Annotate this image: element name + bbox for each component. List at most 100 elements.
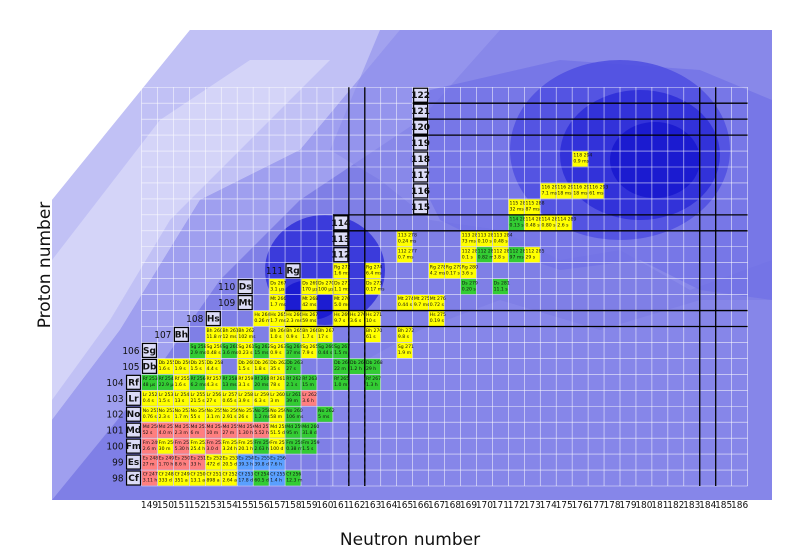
isotope-half-life: 2.3 ms <box>286 318 302 324</box>
isotope-cell <box>301 295 317 311</box>
isotope-half-life: 20.5 d <box>222 462 237 468</box>
element-symbol-box <box>141 342 158 359</box>
isotope-half-life: 0.19 s <box>430 318 445 324</box>
isotope-label: Bh 261 <box>222 328 238 334</box>
isotope-label: Mt 274 <box>398 296 414 302</box>
isotope-half-life: 29 h <box>366 366 376 372</box>
isotope-half-life: 1.5 s <box>191 366 203 372</box>
isotope-label: 112 284 <box>510 248 529 254</box>
isotope-label: Rf 261 <box>270 376 285 382</box>
isotope-label: 115 287 <box>510 201 529 207</box>
isotope-label: Bh 265 <box>286 328 302 334</box>
isotope-label: No 255 <box>207 408 224 414</box>
isotope-half-life: 3.11 h <box>143 478 158 484</box>
isotope-half-life: 59 ms <box>302 318 317 324</box>
isotope-label: Md 260 <box>302 424 319 430</box>
isotope-cell <box>221 454 237 470</box>
isotope-label: Mt 276 <box>430 296 446 302</box>
isotope-cell <box>221 438 237 454</box>
isotope-cell <box>189 422 205 438</box>
isotope-half-life: 0.20 s <box>462 286 477 292</box>
isotope-label: Cf 250 <box>191 472 206 478</box>
isotope-half-life: 3.6 h <box>302 398 314 404</box>
isotope-label: Lr 258 <box>238 392 253 398</box>
isotope-label: Bh 267 <box>318 328 334 334</box>
white-corner <box>52 30 190 200</box>
isotope-half-life: 10 s <box>366 318 376 324</box>
isotope-label: Cf 253 <box>238 472 253 478</box>
isotope-cell <box>333 358 349 374</box>
isotope-cell <box>189 374 205 390</box>
isotope-cell <box>141 406 158 422</box>
contour-light-2 <box>52 60 330 400</box>
isotope-cell <box>141 422 158 438</box>
isotope-cell <box>397 342 413 358</box>
isotope-label: 116 291 <box>557 185 576 191</box>
isotope-half-life: 5.0 ms <box>334 302 350 308</box>
isotope-cell <box>221 374 237 390</box>
isotope-label: Rg 279 <box>446 264 462 270</box>
proton-number-tick: 103 <box>106 394 123 405</box>
isotope-cell <box>333 263 349 279</box>
element-symbol: 114 <box>331 219 350 229</box>
isotope-half-life: 1.5 m <box>334 350 348 356</box>
isotope-label: 114 286 <box>510 216 529 222</box>
isotope-label: Rf 254 <box>159 376 174 382</box>
x-tick-label: 152 <box>189 500 206 511</box>
isotope-half-life: 6 m <box>191 430 200 436</box>
isotope-cell <box>572 183 588 199</box>
element-symbol: 117 <box>411 171 430 181</box>
element-symbol: Hs <box>207 315 220 325</box>
isotope-cell <box>285 406 301 422</box>
isotope-cell <box>205 438 221 454</box>
isotope-half-life: 0.4 s <box>143 398 155 404</box>
x-tick-label: 180 <box>635 500 652 511</box>
isotope-half-life: 3.9 s <box>238 398 250 404</box>
isotope-cell <box>253 310 269 327</box>
isotope-label: Ds 267 <box>270 280 286 286</box>
isotope-label: No 259 <box>270 408 287 414</box>
isotope-cell <box>444 263 461 279</box>
isotope-cell <box>269 358 285 374</box>
isotope-label: Mt 275 <box>414 296 430 302</box>
isotope-cell <box>157 406 173 422</box>
isotope-cell <box>365 358 381 374</box>
isotope-label: Cf 249 <box>175 472 190 478</box>
isotope-label: Fm 255 <box>238 440 255 446</box>
isotope-cell <box>333 279 349 295</box>
isotope-cell <box>173 438 189 454</box>
x-tick-label: 160 <box>316 500 333 511</box>
isotope-label: Ds 271 <box>334 280 350 286</box>
isotope-cell <box>253 470 269 486</box>
isotope-half-life: 3.1 μs <box>270 286 285 292</box>
isotope-label: Fm 249 <box>143 440 160 446</box>
element-symbol-box <box>237 295 253 311</box>
isotope-cell <box>285 326 301 343</box>
isotope-label: Cf 251 <box>207 472 222 478</box>
isotope-half-life: 2.63 h <box>254 446 269 452</box>
isotope-cell <box>349 358 365 374</box>
isotope-cell <box>237 422 253 438</box>
isotope-label: Db 260 <box>238 360 255 366</box>
x-tick-label: 179 <box>619 500 636 511</box>
isotope-half-life: 0.1 s <box>462 254 474 260</box>
isotope-label: Rf 258 <box>222 376 237 382</box>
isotope-half-life: 29 s <box>526 254 536 260</box>
x-tick-label: 168 <box>444 500 461 511</box>
isotope-half-life: 1.0 m <box>334 382 348 388</box>
isotope-cell <box>269 422 285 438</box>
x-tick-label: 173 <box>524 500 541 511</box>
x-tick-label: 157 <box>268 500 285 511</box>
isotope-cell <box>173 390 189 406</box>
proton-number-tick: 100 <box>106 442 123 453</box>
isotope-cell <box>588 183 604 199</box>
isotope-half-life: 22 m <box>334 366 346 372</box>
isotope-half-life: 3.1 s <box>238 382 250 388</box>
isotope-cell <box>317 406 333 422</box>
isotope-label: Sg 259 <box>207 344 223 350</box>
x-tick-label: 166 <box>412 500 429 511</box>
element-symbol: Db <box>143 362 157 372</box>
isotope-cell <box>141 454 158 470</box>
element-symbol-box <box>125 406 142 422</box>
